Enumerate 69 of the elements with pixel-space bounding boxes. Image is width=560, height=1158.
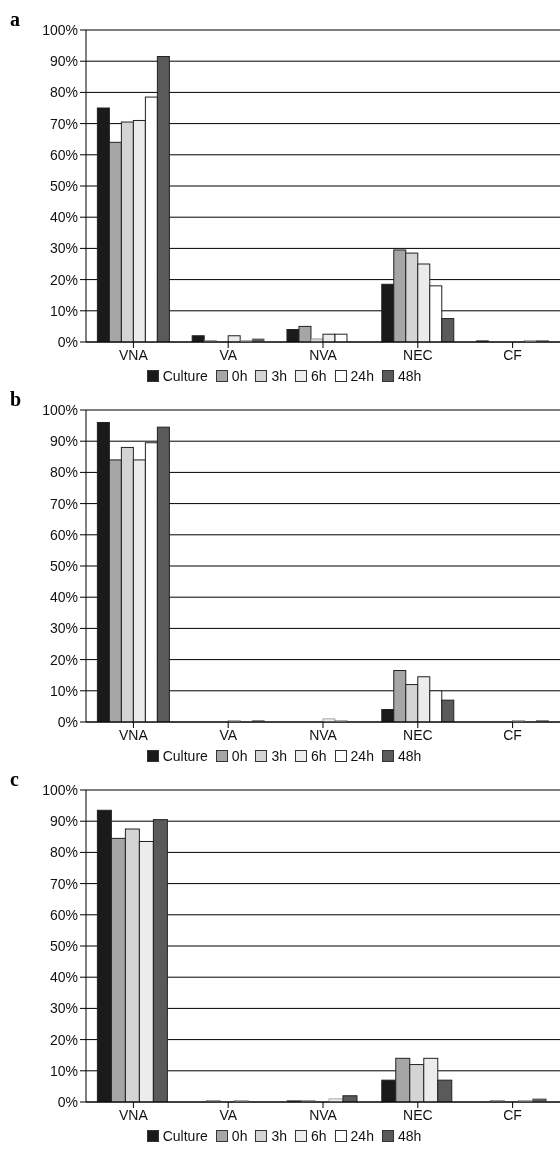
x-tick-label: CF [503,346,522,363]
y-tick-label: 50% [49,557,78,574]
y-tick-label: 0% [57,333,78,350]
chart-title: b [10,388,22,411]
legend-label: 6h [310,748,327,764]
chart-title: a [10,8,20,31]
series-label: 24h [349,748,374,764]
legend-label: 3h [270,748,287,764]
x-tick-label: VA [219,1106,238,1123]
legend-label: 0h [230,1128,248,1144]
y-tick-label: 40% [49,969,78,986]
y-tick-label: 100% [42,21,78,38]
y-tick-label: 30% [49,240,78,257]
y-tick-label: 70% [49,115,78,132]
y-tick-label: 100% [42,781,78,798]
y-tick-label: 50% [49,177,78,194]
y-tick-label: 20% [49,1031,78,1048]
legend-label: 0h [230,748,248,764]
legend-label: Culture [161,748,208,764]
y-tick-label: 30% [49,1000,78,1017]
y-tick-label: 70% [49,495,78,512]
x-tick-label: NVA [309,346,338,363]
x-tick-label: NEC [403,1106,433,1123]
y-tick-label: 0% [57,713,78,730]
y-tick-label: 10% [49,682,78,699]
x-tick-label: VNA [119,346,149,363]
y-tick-label: 90% [49,433,78,450]
x-tick-label: NEC [403,726,433,743]
y-tick-label: 40% [49,589,78,606]
y-tick-label: 80% [49,464,78,481]
y-tick-label: 20% [49,651,78,668]
y-tick-label: 60% [49,146,78,163]
y-tick-label: 30% [49,620,78,637]
legend-label: 48h [396,368,422,384]
y-tick-label: 60% [49,906,78,923]
legend-label: Culture [161,368,208,384]
x-tick-label: NVA [309,1106,338,1123]
y-tick-label: 60% [49,526,78,543]
legend-label: 48h [396,1128,422,1144]
series-label: 24h [349,368,374,384]
x-tick-label: VNA [119,726,149,743]
y-tick-label: 70% [49,875,78,892]
legend-label: 3h [270,368,287,384]
y-tick-label: 90% [49,53,78,70]
x-tick-label: NVA [309,726,338,743]
y-tick-label: 10% [49,1062,78,1079]
x-tick-label: CF [503,726,522,743]
y-tick-label: 10% [49,302,78,319]
x-tick-label: CF [503,1106,522,1123]
legend-label: 6h [310,1128,327,1144]
y-tick-label: 80% [49,84,78,101]
y-tick-label: 40% [49,209,78,226]
y-tick-label: 100% [42,401,78,418]
y-tick-label: 20% [49,271,78,288]
y-tick-label: 90% [49,813,78,830]
legend-label: 3h [270,1128,287,1144]
x-tick-label: VNA [119,1106,149,1123]
legend-label: 0h [230,368,248,384]
legend-label: 24h [349,1128,374,1144]
y-tick-label: 80% [49,844,78,861]
x-tick-label: VA [219,726,238,743]
x-tick-label: NEC [403,346,433,363]
y-tick-label: 50% [49,937,78,954]
chart-title: c [10,768,19,791]
legend-label: Culture [161,1128,208,1144]
legend-label: 6h [310,368,327,384]
y-tick-label: 0% [57,1093,78,1110]
x-tick-label: VA [219,346,238,363]
legend-label: 48h [396,748,422,764]
